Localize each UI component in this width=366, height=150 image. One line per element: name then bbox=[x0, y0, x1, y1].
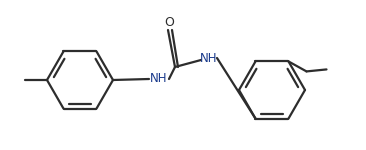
Text: NH: NH bbox=[150, 72, 168, 86]
Text: NH: NH bbox=[200, 51, 218, 64]
Text: O: O bbox=[164, 15, 174, 28]
